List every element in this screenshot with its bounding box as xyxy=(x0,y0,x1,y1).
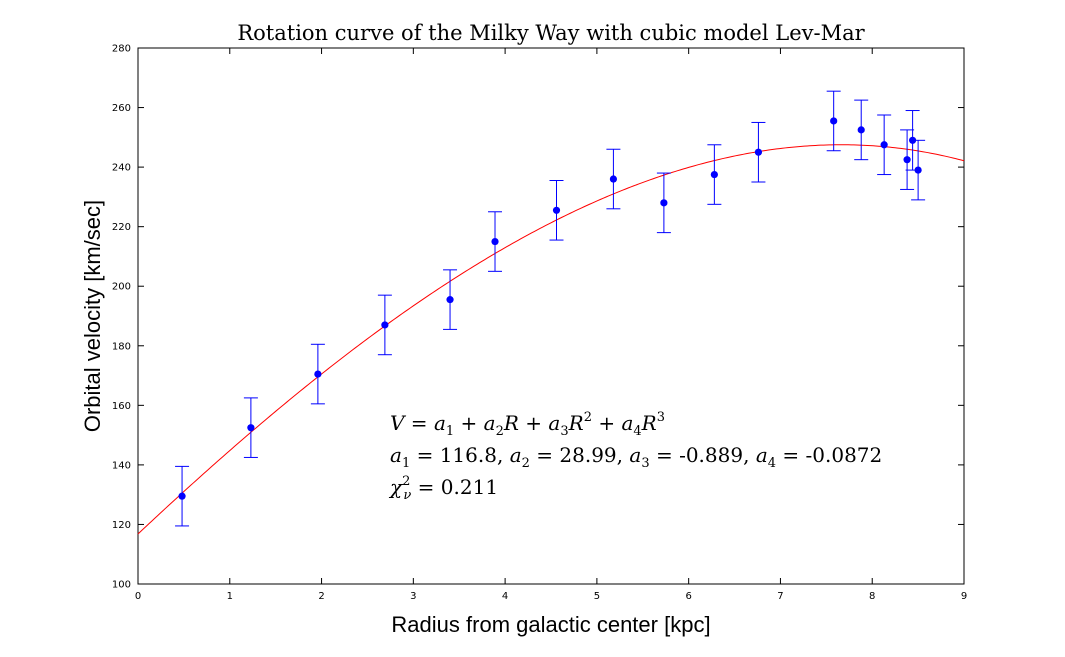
data-point xyxy=(914,166,922,174)
data-point xyxy=(247,424,255,432)
data-point xyxy=(446,296,454,304)
y-tick-label: 200 xyxy=(112,282,131,293)
data-point xyxy=(491,237,499,246)
x-tick-label: 3 xyxy=(410,591,416,602)
data-point xyxy=(903,156,911,164)
data-point xyxy=(660,199,668,207)
axis-ticks xyxy=(137,47,965,585)
y-tick-label: 140 xyxy=(112,460,131,471)
x-tick-label: 8 xyxy=(869,591,875,602)
data-points xyxy=(178,117,922,500)
chart-title: Rotation curve of the Milky Way with cub… xyxy=(237,21,865,45)
data-point xyxy=(552,206,561,214)
data-point xyxy=(857,126,865,134)
x-tick-label: 7 xyxy=(777,591,783,602)
y-tick-label: 180 xyxy=(112,341,131,352)
x-tick-label: 6 xyxy=(685,591,691,602)
y-tick-label: 120 xyxy=(112,520,131,531)
y-tick-label: 280 xyxy=(112,44,131,55)
x-tick-label: 0 xyxy=(135,591,141,602)
y-tick-label: 160 xyxy=(112,401,131,412)
y-tick-label: 100 xyxy=(112,580,131,591)
data-point xyxy=(830,117,838,125)
x-axis-label: Radius from galactic center [kpc] xyxy=(391,612,710,637)
model-equation: V = a1 + a2R + a3R2 + a4R3 xyxy=(390,410,665,439)
data-point xyxy=(880,141,888,149)
error-bars xyxy=(175,90,926,527)
data-point xyxy=(909,136,917,144)
x-tick-label: 9 xyxy=(961,591,967,602)
fit-curve xyxy=(137,144,965,535)
data-point xyxy=(178,492,186,500)
data-point xyxy=(754,148,763,156)
x-tick-label: 4 xyxy=(502,591,508,602)
y-tick-label: 240 xyxy=(112,163,131,174)
x-tick-label: 1 xyxy=(227,591,233,602)
plot-frame xyxy=(137,47,965,585)
y-tick-label: 260 xyxy=(112,103,131,114)
data-point xyxy=(314,370,322,378)
model-coefficients: a1 = 116.8, a2 = 28.99, a3 = -0.889, a4 … xyxy=(390,443,882,471)
x-tick-label: 2 xyxy=(318,591,324,602)
data-point xyxy=(710,170,718,179)
model-chi-squared: χ2 ν = 0.211 xyxy=(388,474,498,503)
axis-tick-labels: 0 1 2 3 4 5 6 7 8 9 100 120 140 160 180 200 220 240 260 280 xyxy=(112,44,967,603)
y-axis-label: Orbital velocity [km/sec] xyxy=(80,200,105,432)
y-tick-label: 220 xyxy=(112,222,131,233)
data-point xyxy=(381,321,389,329)
model-annotation: V = a1 + a2R + a3R2 + a4R3 a1 = 116.8, a… xyxy=(388,410,882,503)
x-tick-label: 5 xyxy=(594,591,600,602)
data-point xyxy=(609,175,618,183)
